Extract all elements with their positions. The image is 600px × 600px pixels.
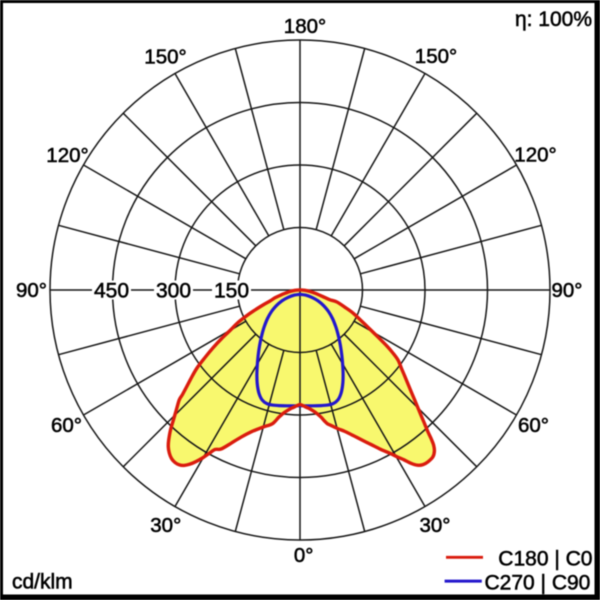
svg-text:180°: 180° xyxy=(284,15,326,38)
svg-text:150°: 150° xyxy=(144,45,186,68)
svg-text:C180 | C0: C180 | C0 xyxy=(498,548,592,571)
svg-text:C270 | C90: C270 | C90 xyxy=(485,571,591,594)
svg-text:90°: 90° xyxy=(16,279,47,302)
svg-text:60°: 60° xyxy=(51,414,82,437)
svg-text:150°: 150° xyxy=(415,45,457,68)
svg-text:300: 300 xyxy=(156,280,191,303)
svg-text:120°: 120° xyxy=(514,144,556,167)
svg-text:30°: 30° xyxy=(150,514,181,537)
svg-text:η: 100%: η: 100% xyxy=(515,8,592,31)
svg-text:90°: 90° xyxy=(551,279,582,302)
svg-text:30°: 30° xyxy=(419,514,450,537)
svg-text:60°: 60° xyxy=(518,414,549,437)
svg-text:150: 150 xyxy=(214,280,249,303)
svg-text:cd/klm: cd/klm xyxy=(12,570,73,593)
svg-text:0°: 0° xyxy=(294,544,314,567)
svg-text:120°: 120° xyxy=(46,144,88,167)
svg-text:450: 450 xyxy=(94,280,129,303)
